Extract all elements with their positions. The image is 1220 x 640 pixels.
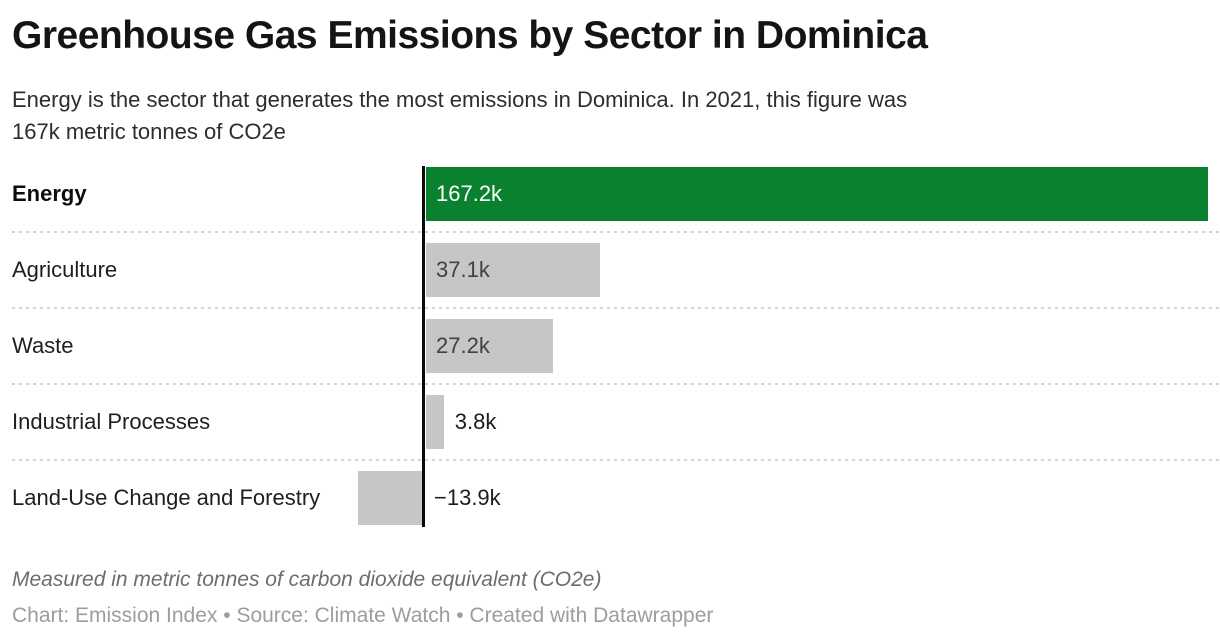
bar-row-land-use: Land-Use Change and Forestry −13.9k [12, 458, 1220, 536]
bar-rows: Energy 167.2k Agriculture 37.1k Waste [12, 156, 1220, 536]
value-label-agriculture: 37.1k [436, 256, 490, 282]
category-label-energy: Energy [12, 180, 87, 206]
value-label-waste: 27.2k [436, 332, 490, 358]
measurement-note: Measured in metric tonnes of carbon diox… [12, 567, 602, 591]
bar-zone: 167.2k [423, 156, 1208, 232]
bar-zone: 3.8k [423, 384, 1208, 460]
category-label-industrial-processes: Industrial Processes [12, 408, 211, 434]
bar-waste[interactable]: 27.2k [426, 318, 553, 373]
bar-energy[interactable]: 167.2k [426, 166, 1208, 221]
value-label-energy: 167.2k [436, 180, 503, 206]
category-label-land-use: Land-Use Change and Forestry [12, 484, 321, 510]
bar-row-industrial-processes: Industrial Processes 3.8k [12, 382, 1220, 460]
bar-row-energy: Energy 167.2k [12, 156, 1208, 232]
bar-row-waste: Waste 27.2k [12, 306, 1220, 384]
category-label-waste: Waste [12, 332, 74, 358]
zero-baseline-axis [422, 165, 425, 527]
bar-zone: 37.1k [423, 232, 1208, 308]
bar-land-use[interactable] [358, 470, 423, 525]
bar-industrial-processes[interactable] [426, 394, 444, 449]
category-label-agriculture: Agriculture [12, 256, 118, 282]
attribution-line: Chart: Emission Index • Source: Climate … [12, 603, 714, 627]
bar-agriculture[interactable]: 37.1k [426, 242, 600, 297]
value-label-land-use: −13.9k [434, 484, 501, 510]
subtitle-line-2: 167k metric tonnes of CO2e [12, 118, 286, 144]
bar-row-agriculture: Agriculture 37.1k [12, 230, 1220, 308]
chart-subtitle: Energy is the sector that generates the … [12, 84, 1208, 148]
chart-title: Greenhouse Gas Emissions by Sector in Do… [12, 14, 928, 57]
subtitle-line-1: Energy is the sector that generates the … [12, 86, 908, 112]
bar-zone: 27.2k [423, 308, 1208, 384]
value-label-industrial-processes: 3.8k [454, 408, 497, 434]
bar-zone: −13.9k [358, 460, 1208, 536]
bar-chart: Energy 167.2k Agriculture 37.1k Waste [12, 156, 1220, 536]
